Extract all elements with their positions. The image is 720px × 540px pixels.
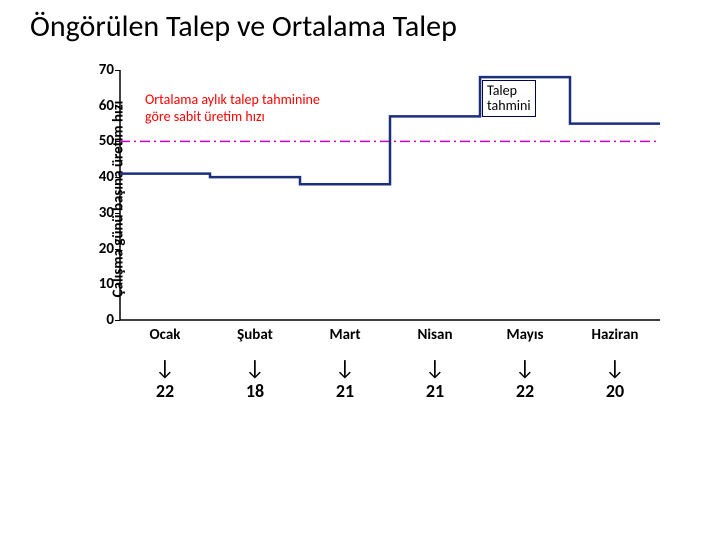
ytick-mark (115, 284, 120, 285)
day-count: 21 (336, 380, 354, 402)
annotation-box-line2: tahmini (487, 97, 531, 114)
annotation-red-line1: Ortalama aylık talep tahminine (145, 91, 320, 108)
plot-area: 0 10 20 30 40 50 60 70 Ocak Şubat Mart N… (120, 70, 660, 320)
xtick-label: Ocak (150, 326, 181, 344)
ytick-mark (115, 106, 120, 107)
ytick-label: 50 (86, 132, 114, 150)
xtick-label: Haziran (592, 326, 639, 344)
xtick-label: Mayıs (506, 326, 543, 344)
xtick-label: Şubat (237, 326, 273, 344)
ytick-label: 30 (86, 204, 114, 222)
xtick-label: Nisan (417, 326, 452, 344)
ytick-mark (115, 249, 120, 250)
ytick-mark (115, 177, 120, 178)
ytick-mark (115, 141, 120, 142)
ytick-mark (115, 320, 120, 321)
down-arrow-icon: ↓ (515, 354, 535, 381)
xtick-label: Mart (329, 326, 360, 344)
ytick-label: 20 (86, 240, 114, 258)
day-count: 22 (156, 380, 174, 402)
page-title: Öngörülen Talep ve Ortalama Talep (30, 8, 457, 45)
day-count: 21 (426, 380, 444, 402)
ytick-label: 0 (86, 311, 114, 329)
down-arrow-icon: ↓ (155, 354, 175, 381)
chart-container: Çalışma günü başına üretim hızı 0 10 20 … (30, 60, 690, 470)
ytick-label: 10 (86, 275, 114, 293)
day-count: 20 (606, 380, 624, 402)
down-arrow-icon: ↓ (425, 354, 445, 381)
annotation-box: Talep tahmini (482, 80, 536, 117)
day-count: 18 (246, 380, 264, 402)
day-count: 22 (516, 380, 534, 402)
down-arrow-icon: ↓ (335, 354, 355, 381)
ytick-label: 40 (86, 168, 114, 186)
ytick-label: 70 (86, 61, 114, 79)
down-arrow-icon: ↓ (245, 354, 265, 381)
down-arrow-icon: ↓ (605, 354, 625, 381)
annotation-red-line2: göre sabit üretim hızı (145, 108, 265, 125)
ytick-mark (115, 70, 120, 71)
ytick-mark (115, 213, 120, 214)
ytick-label: 60 (86, 97, 114, 115)
annotation-red: Ortalama aylık talep tahminine göre sabi… (145, 92, 320, 126)
